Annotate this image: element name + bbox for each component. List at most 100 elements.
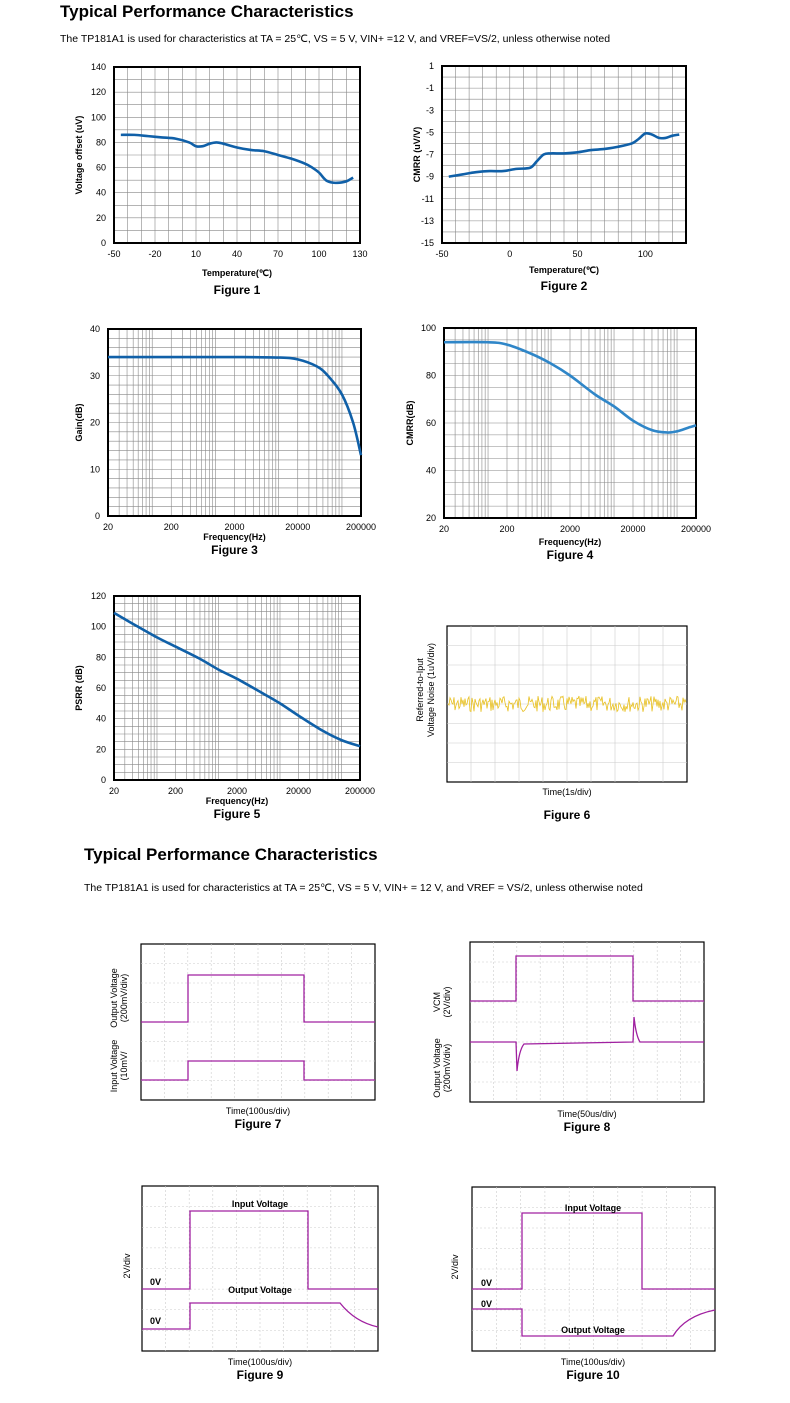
y-axis-label: Referred-to-Iput <box>415 658 425 722</box>
x-tick-label: 2000 <box>227 786 247 796</box>
x-tick-label: 20000 <box>620 524 645 534</box>
y-tick-label: 30 <box>90 371 100 381</box>
x-tick-label: 2000 <box>560 524 580 534</box>
x-axis-label: Time(50us/div) <box>557 1109 616 1119</box>
chart-figure-6: Time(1s/div) Referred-to-Iput Voltage Nois… <box>415 625 688 822</box>
y-tick-label: 80 <box>96 652 106 662</box>
y-tick-label: -7 <box>426 150 434 160</box>
plot-frame <box>113 66 361 244</box>
x-tick-label: 200 <box>164 522 179 532</box>
y-tick-label: -1 <box>426 83 434 93</box>
y-axis-label: (2V/div) <box>442 986 452 1017</box>
y-tick-label: 40 <box>426 466 436 476</box>
x-axis-label: Frequency(Hz) <box>203 532 266 542</box>
x-tick-label: 50 <box>573 249 583 259</box>
x-tick-label: 0 <box>507 249 512 259</box>
y-axis-label: CMRR(dB) <box>405 401 415 446</box>
x-tick-label: 40 <box>232 249 242 259</box>
series-line <box>107 355 363 456</box>
plot-frame <box>113 595 361 781</box>
y-tick-label: 10 <box>90 464 100 474</box>
y-axis-label: Voltage offset (uV) <box>74 116 84 195</box>
y-axis-label: Output Voltage <box>432 1038 442 1098</box>
y-tick-label: -11 <box>422 194 434 204</box>
y-tick-label: 20 <box>90 418 100 428</box>
y-tick-label: 80 <box>426 371 436 381</box>
scope-figure-10: Input Voltage Output Voltage 0V 0V 2V/div Tim… <box>450 1186 716 1382</box>
output-trace <box>470 1016 704 1072</box>
x-tick-label: 20 <box>439 524 449 534</box>
zero-label: 0V <box>481 1299 492 1309</box>
series-line <box>443 340 697 434</box>
chart-figure-4: 20 200 2000 20000 200000 20 40 60 80 100 Frequency… <box>405 323 711 562</box>
x-tick-label: 20 <box>109 786 119 796</box>
output-trace <box>142 1302 379 1330</box>
x-axis-label: Time(1s/div) <box>542 787 591 797</box>
input-voltage-label: Input Voltage <box>565 1203 621 1213</box>
zero-label: 0V <box>150 1316 161 1326</box>
series-line <box>120 133 354 185</box>
x-tick-label: 2000 <box>224 522 244 532</box>
plot-frame <box>441 65 687 244</box>
x-tick-label: -50 <box>435 249 448 259</box>
y-tick-label: 100 <box>421 323 436 333</box>
scope-figure-8: Time(50us/div) VCM (2V/div) Output Voltage(… <box>432 941 705 1134</box>
figure-caption: Figure 10 <box>566 1368 620 1382</box>
figure-caption: Figure 5 <box>214 807 261 821</box>
series-line <box>113 611 361 748</box>
y-tick-label: 140 <box>91 62 106 72</box>
y-axis-label: (200mV/div) <box>119 974 129 1023</box>
figure-caption: Figure 4 <box>547 548 594 562</box>
vcm-trace <box>470 955 704 1002</box>
scope-figure-7: Time(100us/div) Output Voltage (200mV/div)… <box>109 943 376 1131</box>
chart-figure-5: 20 200 2000 20000 200000020406080100120Frequ… <box>74 591 375 821</box>
y-tick-label: 100 <box>91 112 106 122</box>
chart-figure-1: -50 -20 10 40 70 100 130 0 20 40 60 80 100 120 140 Temp… <box>74 62 368 297</box>
y-axis-label: 2V/div <box>450 1254 460 1280</box>
y-tick-label: 0 <box>101 238 106 248</box>
input-trace <box>472 1212 715 1290</box>
input-voltage-label: Input Voltage <box>232 1199 288 1209</box>
x-tick-label: 200000 <box>346 522 376 532</box>
y-tick-label: 60 <box>96 683 106 693</box>
y-tick-label: 0 <box>101 775 106 785</box>
x-tick-label: 20 <box>103 522 113 532</box>
y-tick-label: 120 <box>91 591 106 601</box>
y-axis-label: PSRR (dB) <box>74 665 84 711</box>
y-tick-label: 120 <box>91 87 106 97</box>
x-axis-label: Time(100us/div) <box>228 1357 292 1367</box>
x-tick-label: 20000 <box>285 522 310 532</box>
x-tick-label: -50 <box>107 249 120 259</box>
y-tick-label: 20 <box>96 213 106 223</box>
y-axis-label: VCM <box>432 992 442 1012</box>
x-tick-label: 200 <box>499 524 514 534</box>
x-axis-label: Frequency(Hz) <box>206 796 269 806</box>
y-tick-label: -15 <box>421 238 434 248</box>
y-tick-label: 20 <box>426 513 436 523</box>
figure-caption: Figure 1 <box>214 283 261 297</box>
figure-caption: Figure 7 <box>235 1117 282 1131</box>
y-axis-label: (200mV/div) <box>442 1044 452 1093</box>
x-tick-label: 20000 <box>286 786 311 796</box>
y-tick-label: 0 <box>95 511 100 521</box>
x-tick-label: -20 <box>148 249 161 259</box>
y-tick-label: 40 <box>90 324 100 334</box>
figure-caption: Figure 8 <box>564 1120 611 1134</box>
figure-caption: Figure 3 <box>211 543 258 557</box>
section2-title: Typical Performance Characteristics <box>84 845 378 864</box>
x-axis-label: Time(100us/div) <box>226 1106 290 1116</box>
plot-frame <box>443 327 697 519</box>
x-tick-label: 70 <box>273 249 283 259</box>
scope-figure-9: Input Voltage Output Voltage 0V 0V 2V/div Tim… <box>122 1185 379 1382</box>
y-tick-label: 60 <box>426 418 436 428</box>
x-axis-label: Temperature(℃) <box>202 268 272 278</box>
figure-caption: Figure 2 <box>541 279 588 293</box>
x-tick-label: 200000 <box>681 524 711 534</box>
y-tick-label: -5 <box>426 127 434 137</box>
x-axis-label: Time(100us/div) <box>561 1357 625 1367</box>
output-voltage-label: Output Voltage <box>561 1325 625 1335</box>
figure-caption: Figure 6 <box>544 808 591 822</box>
input-trace <box>142 1210 378 1290</box>
y-axis-label: Voltage Noise (1uV/div) <box>426 643 436 737</box>
